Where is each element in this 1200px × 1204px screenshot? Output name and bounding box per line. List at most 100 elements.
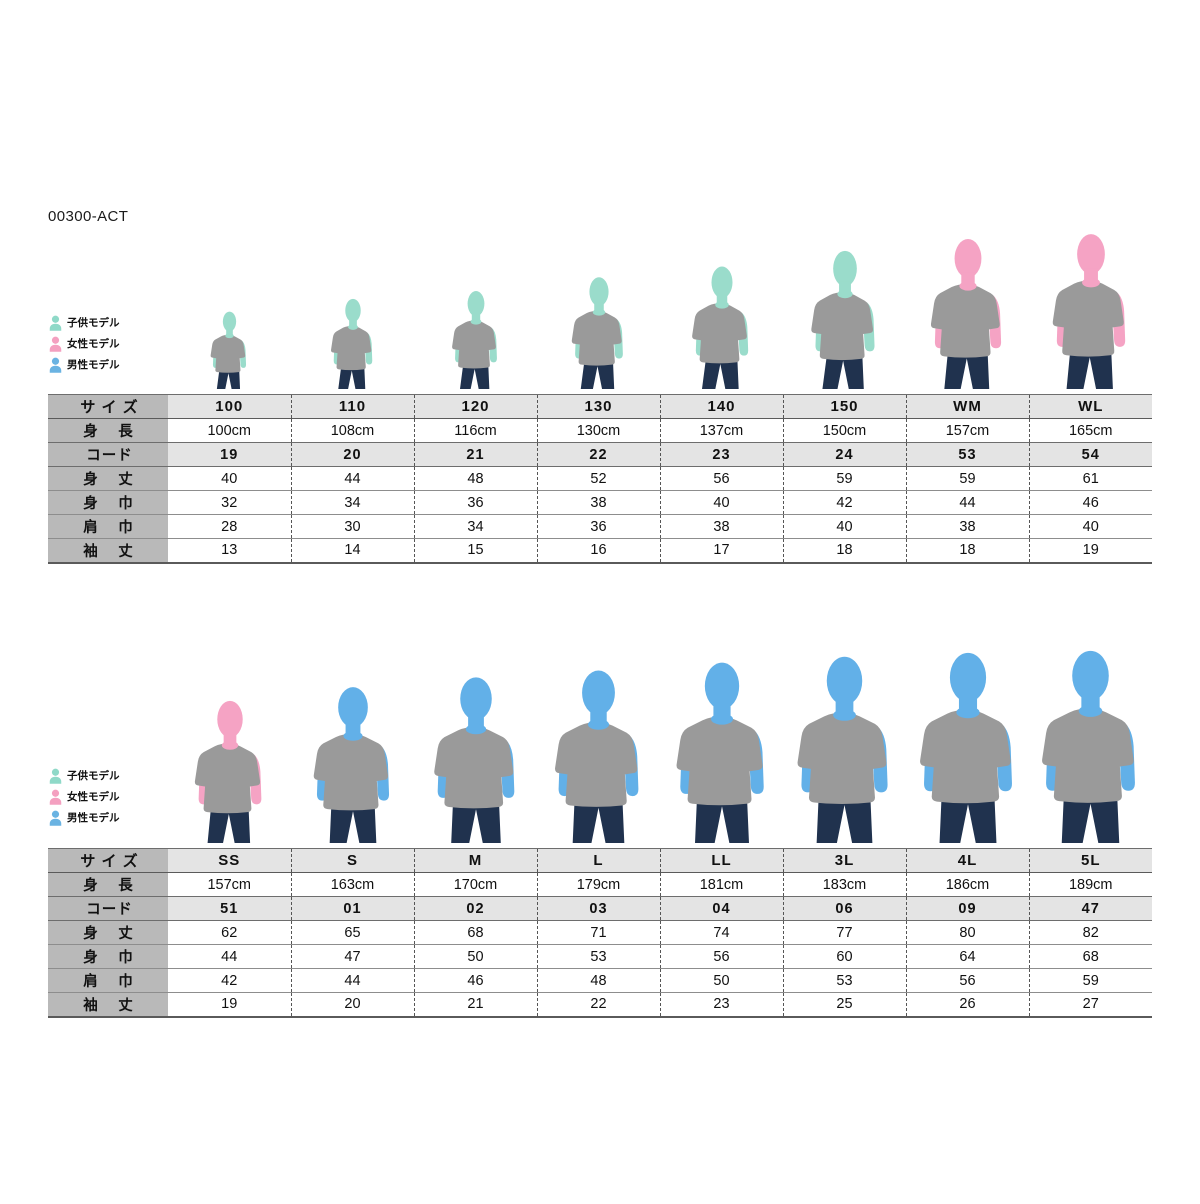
model-silhouette	[210, 311, 247, 389]
cell-sleeve_length-LL: 23	[660, 992, 784, 1018]
cell-body_width-LL: 56	[660, 944, 784, 969]
child-model-icon	[48, 315, 63, 331]
cell-size-L: L	[537, 848, 661, 873]
cell-size-4L: 4L	[906, 848, 1030, 873]
cell-body_length-150: 59	[783, 466, 907, 491]
model-figure-150	[783, 236, 906, 394]
cell-sleeve_length-S: 20	[291, 992, 415, 1018]
model-figure-120	[414, 236, 537, 394]
cell-code-100: 19	[168, 442, 292, 467]
cell-body_length-140: 56	[660, 466, 784, 491]
figure-child-model	[440, 289, 512, 394]
cell-sleeve_length-130: 16	[537, 538, 661, 564]
female-model-icon	[48, 789, 63, 805]
cell-size-S: S	[291, 848, 415, 873]
cell-height-WL: 165cm	[1029, 418, 1152, 443]
model-silhouette	[919, 652, 1012, 843]
legend-item-child-model: 子供モデル	[48, 765, 168, 786]
figure-female-model	[178, 698, 282, 848]
cell-sleeve_length-100: 13	[168, 538, 292, 564]
cell-height-100: 100cm	[168, 418, 292, 443]
figure-child-model	[558, 275, 640, 394]
cell-size-100: 100	[168, 394, 292, 419]
cell-shoulder_width-140: 38	[660, 514, 784, 539]
cell-body_length-3L: 77	[783, 920, 907, 945]
cell-shoulder_width-M: 46	[414, 968, 538, 993]
cell-body_length-LL: 74	[660, 920, 784, 945]
row-label-height: 身 長	[48, 418, 168, 443]
cell-size-110: 110	[291, 394, 415, 419]
cell-body_length-120: 48	[414, 466, 538, 491]
table-row: 身 長 100cm 108cm 116cm 130cm 137cm 150cm 157cm 16…	[48, 418, 1152, 443]
row-label-size: サ イ ズ	[48, 848, 168, 873]
row-label-size: サ イ ズ	[48, 394, 168, 419]
cell-sleeve_length-L: 22	[537, 992, 661, 1018]
table-row: サ イ ズ 100 110 120 130 140 150 WM WL	[48, 394, 1152, 419]
model-silhouette	[313, 687, 389, 843]
legend-kids: 子供モデル 女性モデル 男性モデル	[48, 312, 168, 375]
cell-shoulder_width-130: 36	[537, 514, 661, 539]
cell-sleeve_length-120: 15	[414, 538, 538, 564]
cell-body_width-S: 47	[291, 944, 415, 969]
model-row-mens	[168, 650, 1152, 848]
cell-size-140: 140	[660, 394, 784, 419]
table-row: 身 巾 44 47 50 53 56 60 64 68	[48, 944, 1152, 969]
cell-sleeve_length-3L: 25	[783, 992, 907, 1018]
cell-shoulder_width-WM: 38	[906, 514, 1030, 539]
cell-body_length-130: 52	[537, 466, 661, 491]
legend-item-label: 女性モデル	[67, 791, 120, 803]
cell-height-S: 163cm	[291, 872, 415, 897]
model-silhouette	[194, 700, 261, 843]
cell-body_width-3L: 60	[783, 944, 907, 969]
cell-sleeve_length-150: 18	[783, 538, 907, 564]
cell-body_length-WM: 59	[906, 466, 1030, 491]
cell-size-WM: WM	[906, 394, 1030, 419]
table-row: 身 丈 62 65 68 71 74 77 80 82	[48, 920, 1152, 945]
product-code: 00300-ACT	[48, 208, 129, 225]
cell-body_length-100: 40	[168, 466, 292, 491]
row-label-shoulder_width: 肩 巾	[48, 968, 168, 993]
cell-body_width-M: 50	[414, 944, 538, 969]
table-row: 身 丈 40 44 48 52 56 59 59 61	[48, 466, 1152, 491]
figure-male-model	[415, 674, 537, 848]
model-silhouette	[330, 298, 372, 389]
legend-item-female-model: 女性モデル	[48, 786, 168, 807]
cell-height-LL: 181cm	[660, 872, 784, 897]
female-model-icon	[48, 336, 63, 352]
cell-body_width-WL: 46	[1029, 490, 1152, 515]
cell-body_width-L: 53	[537, 944, 661, 969]
model-figure-M	[414, 652, 537, 848]
figure-child-model	[201, 310, 258, 394]
mens-size-table: サ イ ズ SS S M L LL 3L 4L 5L 身 長 157cm 163cm 170cm 179c…	[48, 848, 1152, 1018]
cell-sleeve_length-140: 17	[660, 538, 784, 564]
model-silhouette	[676, 662, 764, 843]
cell-body_length-SS: 62	[168, 920, 292, 945]
cell-code-4L: 09	[906, 896, 1030, 921]
model-row-kids	[168, 234, 1152, 394]
cell-shoulder_width-100: 28	[168, 514, 292, 539]
cell-height-110: 108cm	[291, 418, 415, 443]
cell-shoulder_width-S: 44	[291, 968, 415, 993]
cell-sleeve_length-WL: 19	[1029, 538, 1152, 564]
model-silhouette	[451, 291, 497, 389]
cell-shoulder_width-SS: 42	[168, 968, 292, 993]
cell-body_length-110: 44	[291, 466, 415, 491]
model-silhouette	[571, 277, 623, 389]
cell-size-M: M	[414, 848, 538, 873]
cell-shoulder_width-4L: 56	[906, 968, 1030, 993]
cell-height-140: 137cm	[660, 418, 784, 443]
cell-shoulder_width-5L: 59	[1029, 968, 1152, 993]
figure-child-model	[677, 264, 767, 394]
table-row: サ イ ズ SS S M L LL 3L 4L 5L	[48, 848, 1152, 873]
cell-body_width-4L: 64	[906, 944, 1030, 969]
model-figure-WM	[906, 236, 1029, 394]
cell-sleeve_length-SS: 19	[168, 992, 292, 1018]
male-model-icon	[48, 357, 63, 373]
cell-body_width-100: 32	[168, 490, 292, 515]
model-silhouette	[1052, 234, 1125, 389]
model-figure-4L	[906, 652, 1029, 848]
legend-item-male-model: 男性モデル	[48, 354, 168, 375]
cell-code-M: 02	[414, 896, 538, 921]
cell-sleeve_length-M: 21	[414, 992, 538, 1018]
cell-sleeve_length-110: 14	[291, 538, 415, 564]
